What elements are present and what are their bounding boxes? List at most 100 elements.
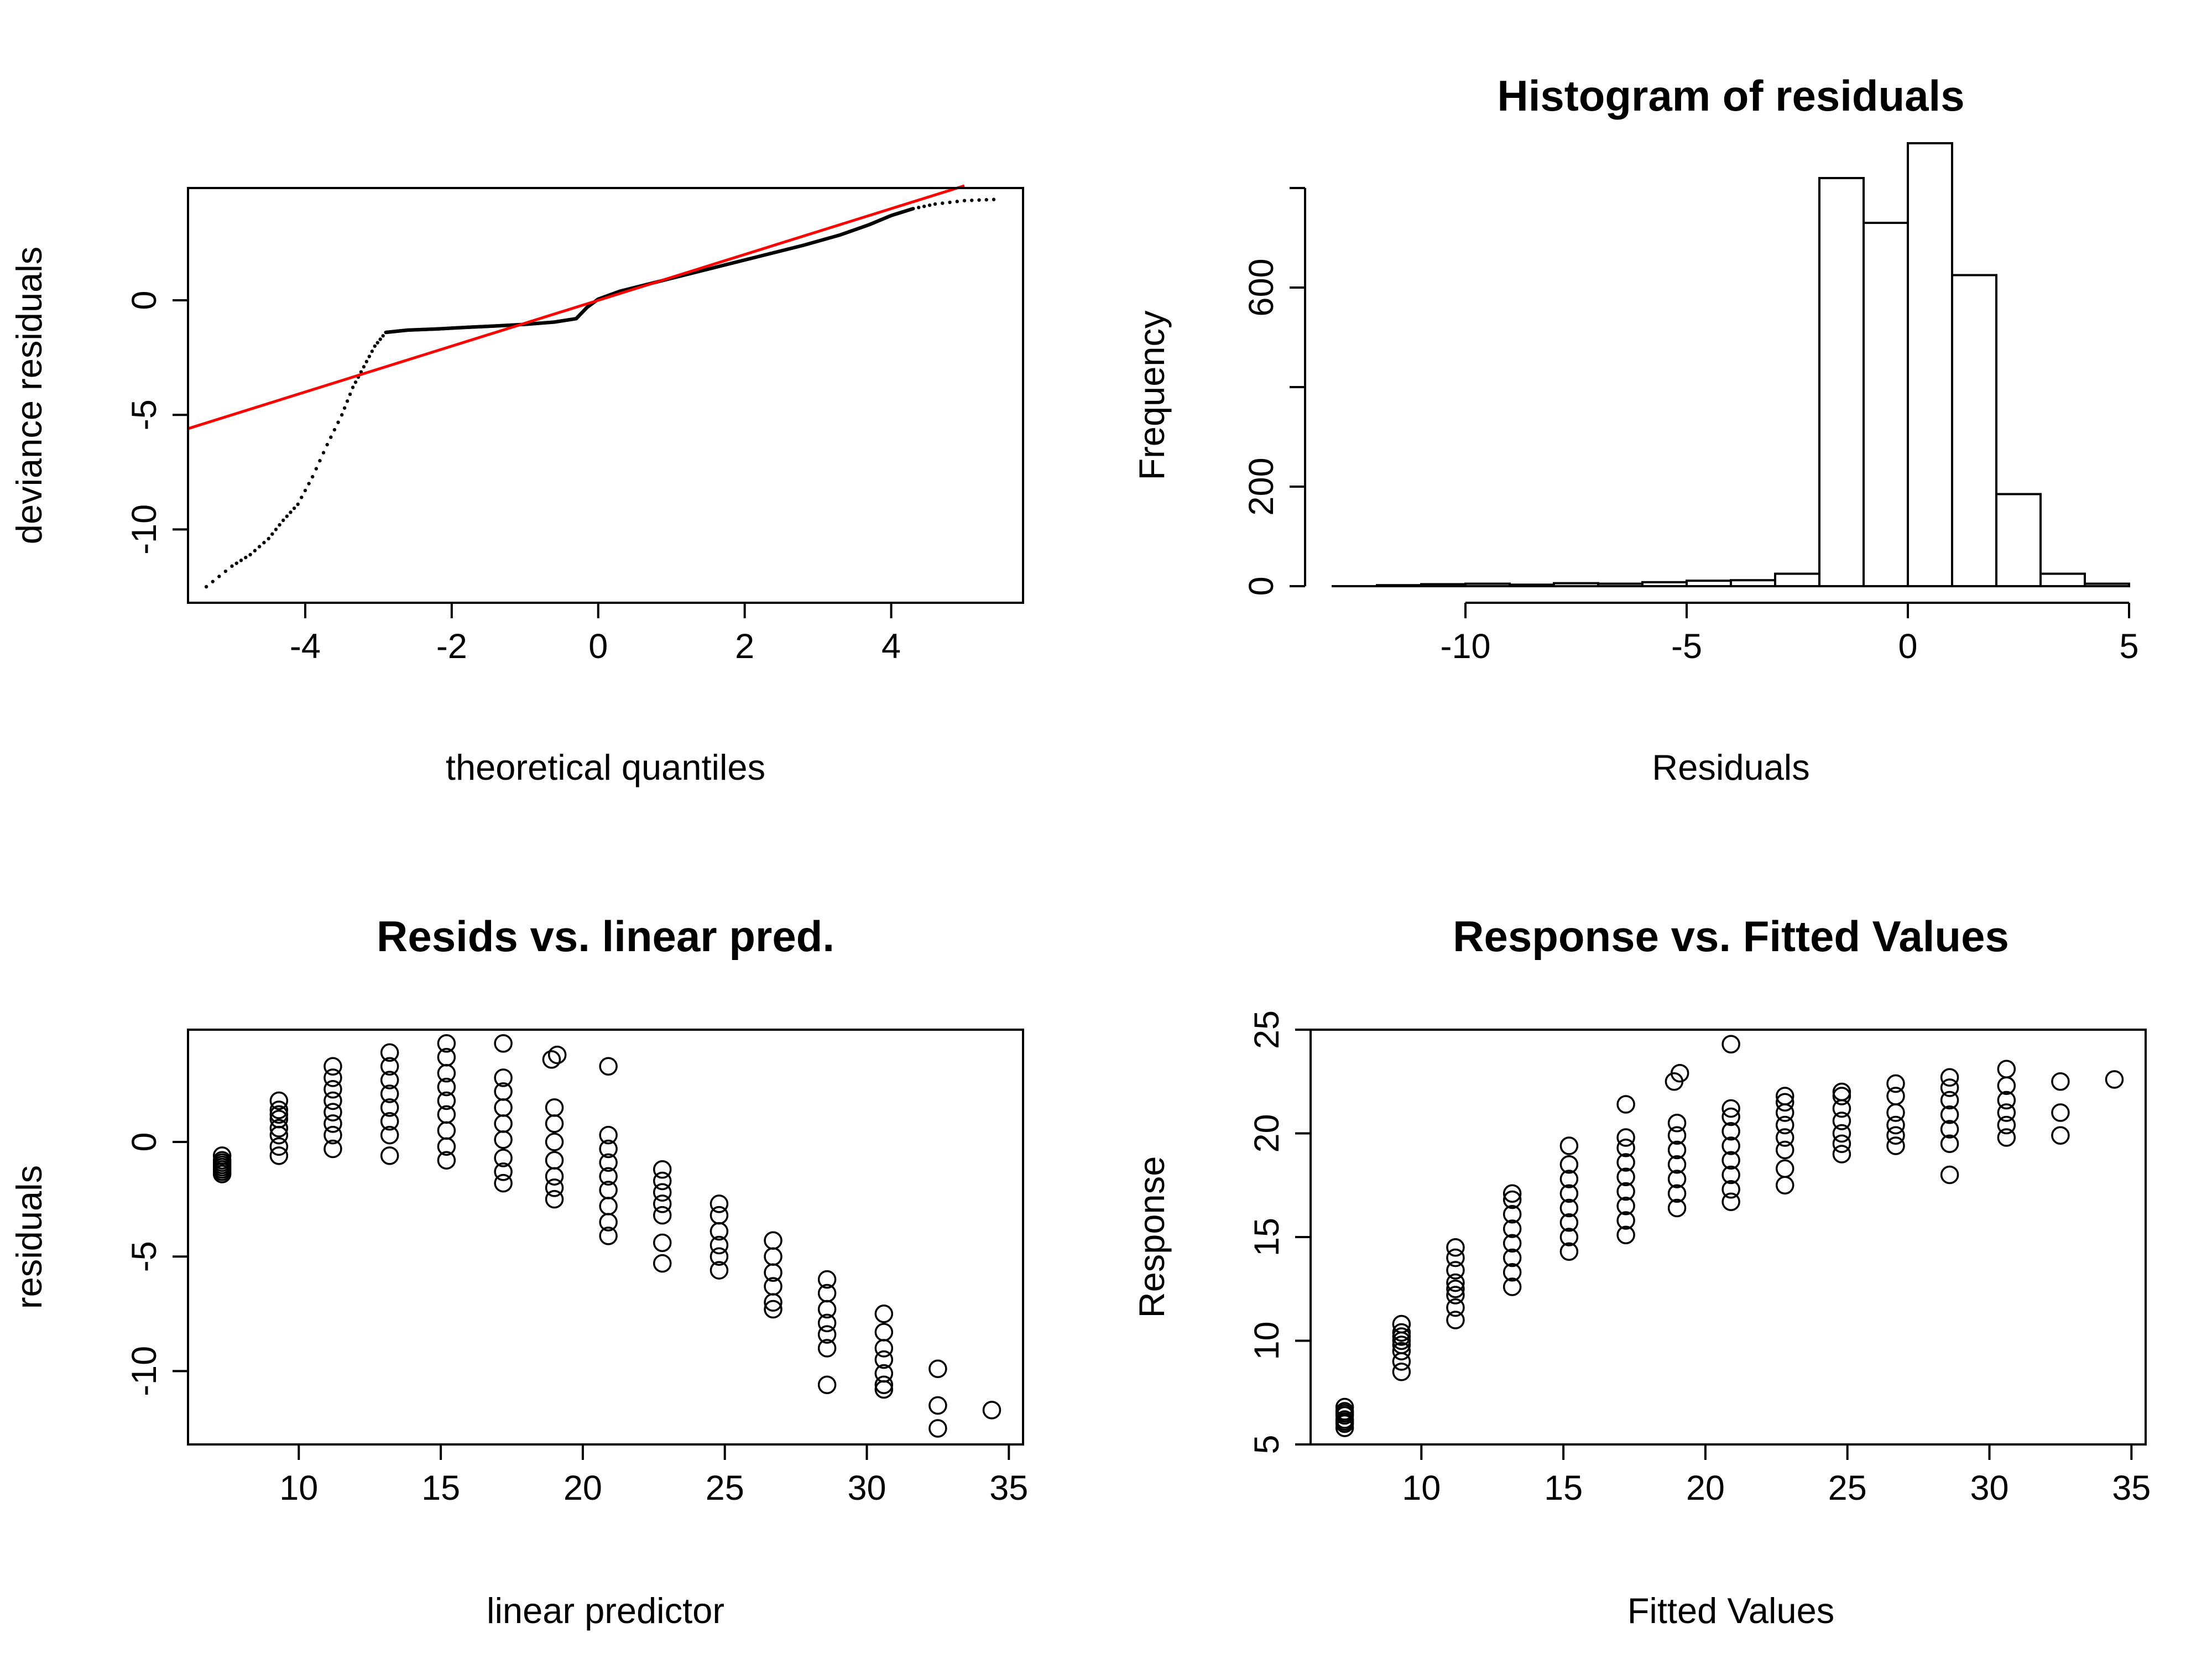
qq-point — [367, 354, 372, 358]
qq-point — [933, 202, 937, 206]
fit-y-tick-label: 10 — [1248, 1321, 1286, 1360]
fit-point — [1940, 1105, 1959, 1124]
fit-y-axis: 5 10 15 20 25 — [1248, 1010, 1312, 1454]
resid-x-tick-label: 10 — [279, 1469, 318, 1507]
fit-point — [1775, 1087, 1794, 1105]
fit-x-tick-label: 25 — [1828, 1469, 1867, 1507]
histogram-y-tick-label: 200 — [1242, 457, 1281, 515]
fit-point — [1446, 1238, 1465, 1257]
resid-point — [709, 1194, 729, 1213]
fit-point — [1670, 1064, 1689, 1083]
qq-point — [274, 528, 278, 531]
resid-point — [764, 1300, 782, 1319]
fit-point — [1997, 1060, 2016, 1078]
histogram-x-tick-label: 0 — [1898, 627, 1917, 666]
resid-point — [494, 1162, 513, 1181]
qq-point — [345, 399, 349, 403]
resid-point — [269, 1146, 289, 1165]
qq-point — [362, 365, 366, 369]
resid-point — [874, 1305, 894, 1323]
fit-point — [1775, 1128, 1794, 1147]
fit-point — [1667, 1140, 1687, 1160]
resid-point — [547, 1045, 567, 1065]
resid-point — [928, 1396, 947, 1415]
histogram-y-tick-label: 0 — [1242, 576, 1281, 596]
fit-x-tick-label: 20 — [1686, 1469, 1725, 1507]
fit-y-axis-title: Response — [1131, 1156, 1172, 1318]
resid-point — [764, 1231, 782, 1250]
histogram-bar — [1907, 142, 1953, 587]
fit-point — [1446, 1273, 1465, 1292]
resid-point — [653, 1206, 672, 1225]
fit-y-tick-label: 20 — [1248, 1114, 1286, 1152]
fit-y-tick-label: 25 — [1248, 1010, 1286, 1049]
fit-point — [1997, 1091, 2016, 1110]
resid-point — [653, 1160, 672, 1179]
fit-point — [1446, 1311, 1465, 1329]
resid-point — [599, 1153, 618, 1172]
fit-point — [1503, 1234, 1522, 1253]
resid-point — [982, 1401, 1001, 1420]
histogram-bar — [1730, 579, 1776, 587]
fit-point — [1886, 1115, 1905, 1135]
fit-point — [1667, 1184, 1687, 1203]
fit-x-tick-label: 15 — [1544, 1469, 1583, 1507]
fit-point — [1335, 1404, 1354, 1423]
histogram-x-axis-title: Residuals — [1652, 747, 1809, 787]
resid-point — [494, 1114, 513, 1133]
fit-point — [1940, 1068, 1959, 1087]
qq-point — [911, 207, 915, 211]
fit-point — [1775, 1140, 1794, 1160]
resid-point — [653, 1233, 672, 1253]
qq-point — [223, 569, 228, 573]
resid-point — [764, 1263, 782, 1282]
fit-point — [1503, 1190, 1522, 1209]
qq-point — [370, 349, 374, 353]
qq-point — [303, 488, 307, 493]
resid-point — [324, 1125, 342, 1145]
fit-point — [1721, 1136, 1740, 1155]
qq-point — [267, 536, 270, 541]
qq-point — [381, 334, 385, 338]
histogram-bar — [1863, 222, 1909, 587]
resid-point — [269, 1125, 289, 1145]
resid-point — [653, 1254, 672, 1273]
qq-point — [239, 559, 243, 562]
resid-point — [437, 1063, 456, 1083]
fit-point — [1392, 1314, 1411, 1334]
fit-point — [1559, 1184, 1579, 1203]
fit-point — [1503, 1184, 1522, 1203]
fit-point — [1559, 1136, 1579, 1155]
qq-point — [318, 458, 322, 463]
fit-point — [1616, 1182, 1635, 1201]
qq-point — [248, 552, 252, 557]
fit-point — [1940, 1078, 1959, 1097]
fit-point — [1392, 1327, 1411, 1346]
qq-point — [244, 555, 248, 560]
resid-y-axis: -10 -5 0 — [125, 1133, 189, 1396]
fit-point — [1503, 1277, 1522, 1296]
resid-point — [380, 1112, 399, 1131]
qq-point — [364, 359, 369, 364]
resid-point — [380, 1098, 399, 1117]
qq-points — [204, 197, 996, 589]
resid-point — [380, 1071, 399, 1089]
fit-points — [1335, 1035, 2124, 1437]
fit-point — [1721, 1192, 1740, 1211]
qq-point — [325, 442, 329, 447]
qq-point — [253, 549, 257, 552]
fit-point — [1832, 1087, 1851, 1105]
fit-point — [1559, 1228, 1579, 1246]
fit-point — [1616, 1095, 1635, 1114]
resid-point — [874, 1350, 894, 1369]
histogram-y-axis: 0 200 600 — [1242, 187, 1306, 596]
resid-y-tick-label: 0 — [125, 1133, 164, 1152]
resid-point — [764, 1293, 782, 1312]
qq-point — [285, 514, 289, 518]
qq-y-tick-label: 0 — [125, 291, 164, 310]
resid-y-axis-title: residuals — [9, 1165, 49, 1309]
resid-point — [494, 1034, 513, 1053]
resid-point — [599, 1167, 618, 1186]
resid-x-tick-label: 20 — [564, 1469, 602, 1507]
fit-point — [1997, 1115, 2016, 1135]
